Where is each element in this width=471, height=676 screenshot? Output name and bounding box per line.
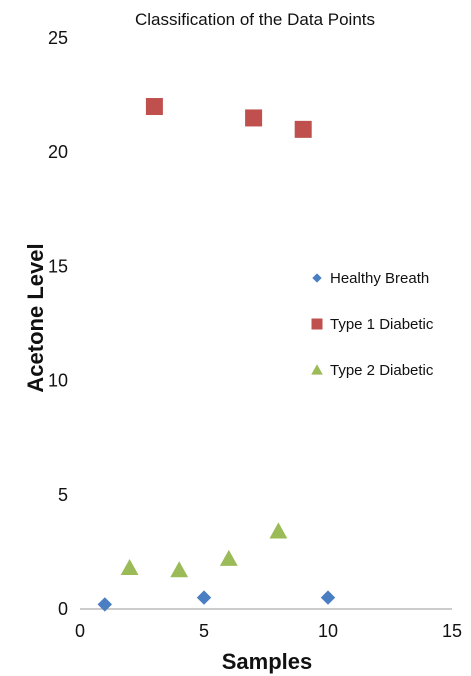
- legend: Healthy Breath Type 1 Diabetic Type 2 Diab…: [311, 270, 434, 379]
- type-2-diabetic-point: [170, 561, 189, 578]
- x-tick-labels: 0 5 10 15: [75, 621, 462, 641]
- legend-marker-type-2-diabetic: [311, 364, 323, 375]
- legend-label-healthy-breath: Healthy Breath: [330, 270, 429, 287]
- legend-label-type-2-diabetic: Type 2 Diabetic: [330, 362, 434, 379]
- chart-title: Classification of the Data Points: [135, 10, 375, 29]
- x-tick-label: 0: [75, 621, 85, 641]
- x-axis-label: Samples: [222, 649, 313, 674]
- x-tick-label: 10: [318, 621, 338, 641]
- type-2-diabetic-point: [219, 549, 238, 566]
- x-tick-label: 15: [442, 621, 462, 641]
- x-tick-label: 5: [199, 621, 209, 641]
- y-axis-label: Acetone Level: [23, 243, 48, 392]
- healthy-breath-point: [196, 590, 212, 605]
- legend-marker-healthy-breath: [312, 273, 322, 283]
- legend-label-type-1-diabetic: Type 1 Diabetic: [330, 316, 434, 333]
- type-1-diabetic-point: [145, 98, 163, 116]
- y-tick-label: 10: [48, 371, 68, 391]
- y-tick-label: 25: [48, 28, 68, 48]
- y-tick-label: 20: [48, 142, 68, 162]
- type-2-diabetic-point: [120, 558, 139, 576]
- healthy-breath-point: [320, 590, 336, 605]
- y-tick-label: 15: [48, 256, 68, 276]
- y-tick-label: 0: [58, 599, 68, 619]
- healthy-breath-point: [97, 597, 113, 612]
- y-tick-label: 5: [58, 485, 68, 505]
- type-2-diabetic-point: [269, 522, 288, 539]
- type-1-diabetic-point: [245, 109, 263, 127]
- legend-marker-type-1-diabetic: [311, 318, 323, 330]
- type-1-diabetic-point: [294, 120, 312, 138]
- y-tick-labels: 0 5 10 15 20 25: [48, 28, 68, 619]
- data-points: [97, 98, 336, 612]
